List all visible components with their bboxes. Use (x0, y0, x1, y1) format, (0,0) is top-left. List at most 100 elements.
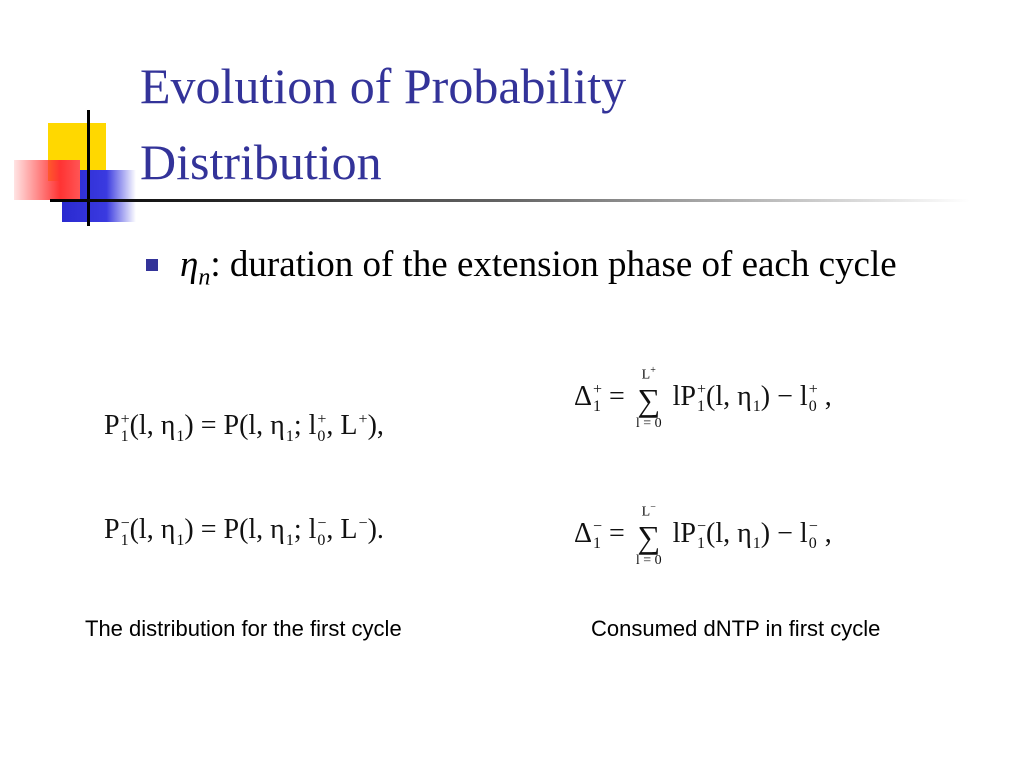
symbol: L (340, 514, 358, 545)
symbol: l (799, 380, 808, 412)
symbol: l (308, 410, 317, 441)
symbol: η (270, 410, 285, 441)
spacer (753, 518, 761, 535)
superscript: − (358, 514, 368, 532)
subscript: 1 (285, 427, 294, 445)
subscript: 1 (593, 535, 602, 553)
symbol: L (340, 410, 358, 441)
upper-limit: L− (642, 503, 656, 520)
subscript: 0 (808, 535, 817, 553)
subscript: n (198, 264, 211, 291)
sum-operator: L+ ∑ l = 0 (636, 366, 662, 431)
superscript: − (120, 514, 130, 532)
superscript: + (317, 410, 327, 428)
scripts: −1 (697, 518, 706, 552)
symbol: P (104, 514, 120, 545)
eq-text: ). (367, 514, 384, 545)
eq-text: ; (293, 514, 309, 545)
superscript: − (317, 514, 327, 532)
eq-text: (l, (129, 514, 161, 545)
eq-text: ) − (760, 380, 800, 412)
limit-sup: − (650, 502, 656, 513)
scripts: −1 (121, 515, 130, 549)
scripts: 1 (176, 515, 184, 549)
superscript: + (697, 381, 707, 399)
equation: Δ −1 = L− ∑ l = 0 lP −1 (l, η 1) − l −0 , (574, 503, 832, 568)
eq-text: ) = P(l, (184, 410, 271, 441)
lower-limit: l = 0 (635, 552, 662, 568)
subscript: 1 (120, 427, 129, 445)
superscript: + (120, 410, 130, 428)
eq-text: (l, (706, 517, 738, 549)
scripts: −0 (809, 518, 818, 552)
symbol: η (180, 244, 199, 285)
symbol: η (160, 410, 176, 441)
symbol: η (270, 514, 285, 545)
equation: P +1 (l, η 1) = P(l, η 1; l +0, L +), (104, 410, 384, 445)
text: : duration of the extension phase of eac… (210, 244, 897, 285)
symbol: P (680, 380, 696, 412)
caption: The distribution for the first cycle (85, 616, 402, 641)
symbol: l (308, 514, 317, 545)
upper-limit: L+ (642, 366, 656, 383)
subscript: 1 (285, 531, 294, 549)
bullet-text: ηn: duration of the extension phase of e… (180, 238, 980, 304)
scripts: 1 (753, 381, 761, 415)
symbol: η (737, 380, 752, 412)
symbol: η (737, 517, 752, 549)
superscript: − (593, 518, 603, 536)
eq-text: = (602, 517, 632, 549)
subscript: 0 (317, 531, 326, 549)
subscript: 1 (752, 535, 761, 553)
superscript: + (593, 381, 603, 399)
superscript: − (697, 518, 707, 536)
symbol: η (160, 514, 176, 545)
subscript: 1 (176, 427, 185, 445)
subscript: 1 (697, 535, 705, 553)
scripts: +0 (317, 411, 326, 445)
slide-title: Evolution of Probability Distribution (140, 58, 627, 190)
symbol: P (104, 410, 120, 441)
title-rule (50, 199, 970, 202)
symbol: Δ (574, 380, 593, 412)
symbol: l (799, 517, 808, 549)
sigma: ∑ (637, 518, 661, 555)
limit-text: L (641, 367, 651, 383)
subscript: 1 (697, 398, 705, 416)
superscript: + (808, 381, 818, 399)
scripts: 1 (286, 411, 294, 445)
eq-text: , (817, 380, 832, 412)
spacer (359, 428, 368, 445)
limit-text: L (641, 504, 651, 520)
subscript: 1 (176, 531, 185, 549)
bullet-marker (146, 259, 158, 271)
eq-text: ), (367, 410, 384, 441)
deco-red (14, 160, 80, 200)
eq-text: = (602, 380, 632, 412)
scripts: 1 (286, 515, 294, 549)
eq-text: ; (293, 410, 309, 441)
symbol: Δ (574, 517, 593, 549)
subscript: 1 (120, 531, 129, 549)
eq-text: l (665, 380, 681, 412)
eq-text: , (817, 517, 832, 549)
lower-limit: l = 0 (635, 415, 662, 431)
sum-operator: L− ∑ l = 0 (636, 503, 662, 568)
eq-text: l (665, 517, 681, 549)
scripts: 1 (176, 411, 184, 445)
subscript: 1 (752, 398, 761, 416)
equation: P −1 (l, η 1) = P(l, η 1; l −0, L −). (104, 514, 384, 549)
spacer (286, 515, 294, 532)
scripts: +0 (809, 381, 818, 415)
symbol: P (680, 517, 696, 549)
scripts: −1 (593, 518, 602, 552)
subscript: 1 (593, 398, 602, 416)
eq-text: , (326, 410, 341, 441)
subscript: 0 (808, 398, 817, 416)
eq-text: ) = P(l, (184, 514, 271, 545)
scripts: +1 (697, 381, 706, 415)
spacer (286, 411, 294, 428)
sigma: ∑ (637, 381, 661, 418)
scripts: +1 (121, 411, 130, 445)
